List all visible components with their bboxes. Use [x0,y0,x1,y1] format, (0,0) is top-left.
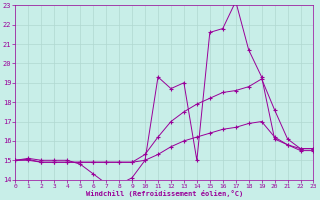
X-axis label: Windchill (Refroidissement éolien,°C): Windchill (Refroidissement éolien,°C) [86,190,243,197]
